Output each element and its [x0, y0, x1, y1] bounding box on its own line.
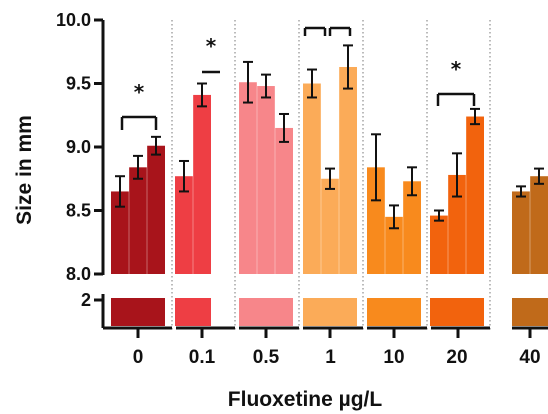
- bar-base-20-1: [430, 298, 448, 326]
- labels-layer: 0 0.1 0.5 1 10 20 40 8.0 8.5 9.0 9.5 10.0 2 Fluoxetin…: [13, 10, 541, 411]
- bar-20-1: [430, 215, 448, 274]
- bar-base-0.5-3: [275, 298, 293, 326]
- bar-base-20-3: [466, 298, 484, 326]
- bar-1-3: [339, 66, 357, 275]
- bar-40-2: [530, 176, 548, 274]
- bar-0.5-3: [275, 127, 293, 274]
- sig-star-20: *: [451, 57, 462, 81]
- bar-base-40-2: [530, 298, 548, 326]
- bar-base-10-2: [385, 298, 403, 326]
- bar-base-0.5-2: [257, 298, 275, 326]
- bar-20-3: [466, 116, 484, 275]
- bar-base-1-2: [321, 298, 339, 326]
- bar-0-1: [111, 191, 129, 274]
- bar-10-2: [385, 216, 403, 274]
- x-axis-title: Fluoxetine µg/L: [228, 388, 383, 411]
- x-tick-label: 20: [446, 347, 467, 368]
- x-tick-label: 0: [133, 347, 144, 368]
- bar-base-1-1: [303, 298, 321, 326]
- y-tick-label-lower: 2: [81, 290, 91, 310]
- x-tick-label: 0.5: [253, 347, 280, 368]
- x-tick-label: 0.1: [189, 347, 216, 368]
- bar-base-40-1: [512, 298, 530, 326]
- x-tick-label: 10: [383, 347, 404, 368]
- y-tick-label: 9.5: [66, 74, 91, 94]
- x-tick-label: 1: [325, 347, 336, 368]
- sig-star-0: *: [134, 80, 145, 104]
- broken-axis-bars-layer: [111, 298, 548, 326]
- bar-base-10-1: [367, 298, 385, 326]
- y-tick-label: 9.0: [66, 137, 91, 157]
- sig-star-0.1: *: [206, 34, 217, 58]
- y-tick-label: 8.5: [66, 201, 91, 221]
- x-tick-label: 40: [519, 347, 540, 368]
- bar-base-0-3: [147, 298, 165, 326]
- bar-0-2: [129, 167, 147, 274]
- bar-40-1: [512, 191, 530, 274]
- bar-base-1-3: [339, 298, 357, 326]
- bar-1-1: [303, 83, 321, 274]
- bar-0-3: [147, 145, 165, 274]
- bar-base-0.1-2: [193, 298, 211, 326]
- bar-20-2: [448, 174, 466, 274]
- bar-base-10-3: [403, 298, 421, 326]
- bar-0.1-1: [175, 176, 193, 274]
- error-bars-layer: [115, 44, 544, 230]
- bar-10-3: [403, 181, 421, 274]
- bar-0.5-2: [257, 86, 275, 274]
- y-axis-title: Size in mm: [13, 115, 36, 225]
- significance-layer: * * *: [120, 26, 476, 130]
- axes-layer: [94, 18, 548, 338]
- bar-base-0-2: [129, 298, 147, 326]
- bar-base-0.5-1: [239, 298, 257, 326]
- y-tick-label: 10.0: [56, 10, 91, 30]
- bar-1-2: [321, 178, 339, 274]
- bar-base-20-2: [448, 298, 466, 326]
- bar-base-0-1: [111, 298, 129, 326]
- bar-10-1: [367, 167, 385, 274]
- bar-base-0.1-1: [175, 298, 193, 326]
- bar-0.1-2: [193, 94, 211, 275]
- y-tick-label: 8.0: [66, 264, 91, 284]
- bars-layer: [111, 20, 548, 326]
- bar-0.5-1: [239, 82, 257, 274]
